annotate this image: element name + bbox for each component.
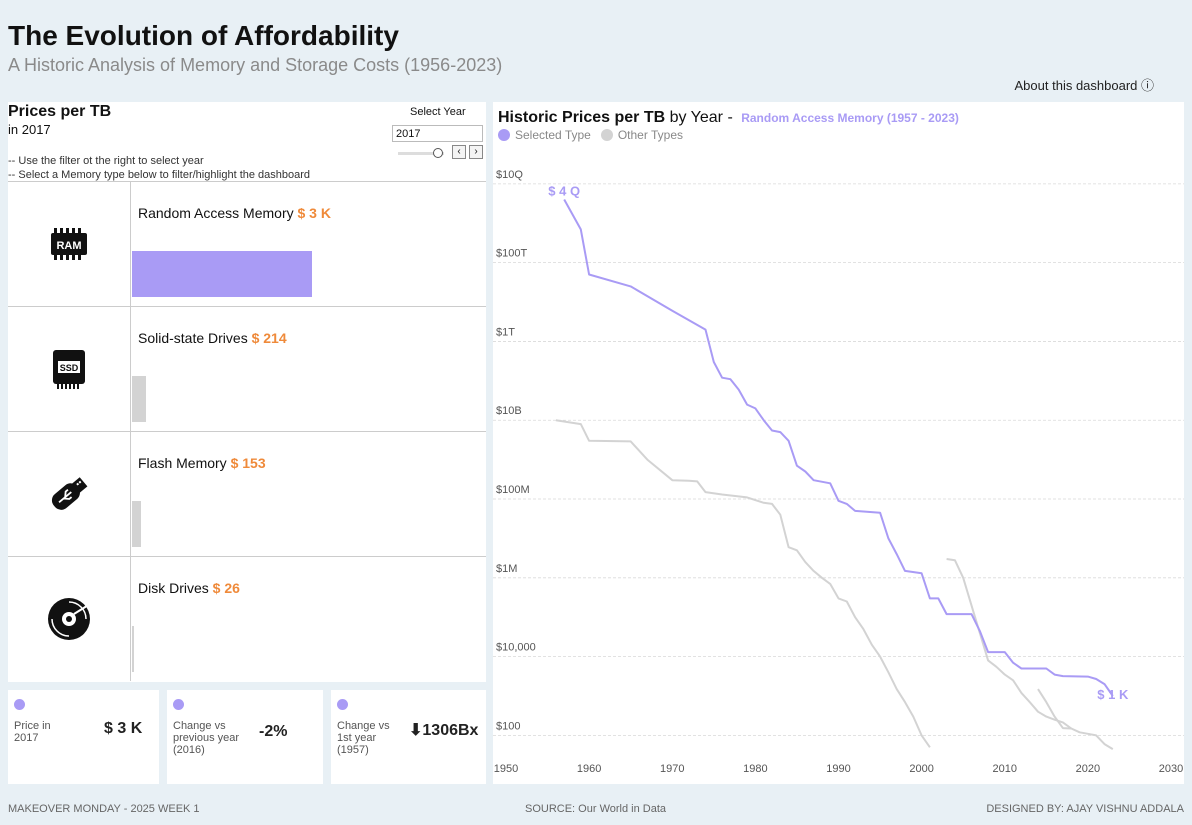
memory-row-label: Solid-state Drives $ 214 [138, 330, 287, 346]
memory-row-flash[interactable]: Flash Memory $ 153 [8, 431, 486, 556]
next-year-button[interactable]: › [469, 145, 483, 159]
kpi-value: ⬇1306Bx [409, 722, 479, 739]
icon-cell: RAM [8, 182, 131, 306]
memory-price: $ 26 [212, 580, 240, 596]
memory-row-ssd[interactable]: SSD Solid-state Drives $ 214 [8, 306, 486, 431]
ssd-icon: SSD [53, 350, 85, 389]
ram-chip-icon: RAM [51, 228, 87, 260]
select-year-label: Select Year [410, 106, 466, 118]
y-tick-label: $10Q [496, 169, 523, 181]
data-label: $ 1 K [1097, 687, 1129, 702]
series-line-random-access-memory [563, 199, 1114, 697]
historic-prices-chart-panel: Historic Prices per TB by Year - Random … [493, 102, 1184, 784]
prices-per-tb-panel: Prices per TB in 2017 Select Year 2017 ‹… [8, 102, 486, 682]
y-tick-label: $100T [496, 248, 527, 260]
y-tick-label: $1M [496, 563, 517, 575]
x-tick-label: 2010 [993, 763, 1017, 775]
y-tick-label: $1T [496, 326, 515, 338]
dashboard-title: The Evolution of Affordability [8, 20, 399, 51]
data-label: $ 4 Q [548, 184, 580, 199]
kpi-value: $ 3 K [104, 720, 143, 737]
legend-label-selected: Selected Type [515, 128, 591, 142]
memory-name: Solid-state Drives [138, 330, 248, 346]
chart-title-bold: Historic Prices per TB [498, 109, 666, 126]
price-bar [132, 376, 146, 422]
kpi-change-first-card: Change vs 1st year (1957) ⬇1306Bx [331, 690, 486, 784]
memory-row-label: Disk Drives $ 26 [138, 580, 240, 596]
icon-cell: SSD [8, 307, 131, 431]
year-slider-handle[interactable] [433, 148, 443, 158]
y-tick-label: $100 [496, 720, 520, 732]
memory-name: Flash Memory [138, 455, 227, 471]
usb-flash-drive-icon [51, 477, 88, 510]
year-slider-track[interactable] [398, 152, 444, 155]
memory-name: Disk Drives [138, 580, 209, 596]
legend-item-other[interactable]: Other Types [600, 128, 683, 142]
footer-makeover: MAKEOVER MONDAY - 2025 WEEK 1 [8, 803, 200, 815]
legend-item-selected[interactable]: Selected Type [498, 128, 591, 142]
panel-subtitle: in 2017 [8, 122, 51, 137]
kpi-dot [173, 699, 184, 710]
kpi-label: Change vs 1st year (1957) [337, 720, 390, 756]
x-tick-label: 1970 [660, 763, 684, 775]
legend-dot-selected [498, 129, 510, 141]
x-tick-label: 2020 [1076, 763, 1100, 775]
legend-label-other: Other Types [617, 128, 683, 142]
kpi-label: Price in 2017 [14, 720, 51, 744]
memory-price: $ 3 K [297, 205, 331, 221]
chart-title: Historic Prices per TB by Year - Random … [498, 109, 959, 127]
chart-title-rest: by Year - [665, 109, 738, 126]
ram-icon-text: RAM [56, 240, 81, 252]
instruction-year-filter: -- Use the filter ot the right to select… [8, 155, 204, 167]
chart-selected-type: Random Access Memory (1957 - 2023) [741, 111, 959, 125]
x-tick-label: 1990 [826, 763, 850, 775]
prev-year-button[interactable]: ‹ [452, 145, 466, 159]
kpi-value: -2% [259, 723, 288, 740]
price-bar [132, 251, 312, 297]
series-line-disk-drives [555, 419, 931, 748]
x-tick-label: 1960 [577, 763, 601, 775]
memory-row-label: Flash Memory $ 153 [138, 455, 266, 471]
footer-source: SOURCE: Our World in Data [525, 803, 667, 815]
price-line-chart: $100 $10,000 $1M $100M $10B $1T $100T $10Q 1950 1… [493, 169, 1184, 775]
kpi-dot [14, 699, 25, 710]
series-line-flash-memory [1037, 688, 1072, 730]
memory-price: $ 153 [230, 455, 266, 471]
x-tick-label: 2000 [909, 763, 933, 775]
dashboard-subtitle: A Historic Analysis of Memory and Storag… [8, 55, 503, 75]
price-bar [132, 626, 134, 672]
footer-designer: DESIGNED BY: AJAY VISHNU ADDALA [986, 803, 1184, 815]
memory-name: Random Access Memory [138, 205, 294, 221]
about-dashboard-link[interactable]: About this dashboard ⓘ [1014, 78, 1154, 93]
x-tick-label: 1980 [743, 763, 767, 775]
year-select-input[interactable]: 2017 [392, 125, 483, 142]
kpi-price-card: Price in 2017 $ 3 K [8, 690, 159, 784]
instruction-memory-filter: -- Select a Memory type below to filter/… [8, 169, 311, 181]
series-line-solid-state-drives [946, 558, 1114, 750]
y-tick-label: $100M [496, 484, 530, 496]
memory-row-disk[interactable]: Disk Drives $ 26 [8, 556, 486, 681]
chart-legend: Selected Type Other Types [498, 128, 693, 142]
x-tick-label: 1950 [494, 763, 518, 775]
icon-cell [8, 557, 131, 681]
disk-icon [48, 598, 91, 640]
legend-dot-other [600, 129, 613, 141]
icon-cell [8, 432, 131, 556]
x-tick-label: 2030 [1159, 763, 1183, 775]
y-tick-label: $10,000 [496, 642, 536, 654]
kpi-change-prev-card: Change vs previous year (2016) -2% [167, 690, 323, 784]
memory-price: $ 214 [251, 330, 287, 346]
kpi-dot [337, 699, 348, 710]
kpi-label: Change vs previous year (2016) [173, 720, 240, 756]
memory-row-label: Random Access Memory $ 3 K [138, 205, 331, 221]
price-bar [132, 501, 141, 547]
y-tick-label: $10B [496, 405, 522, 417]
memory-type-list: RAM Random Access Memory $ 3 K SSD Solid… [8, 181, 486, 681]
ssd-icon-text: SSD [60, 363, 79, 373]
panel-title: Prices per TB [8, 103, 112, 120]
memory-row-ram[interactable]: RAM Random Access Memory $ 3 K [8, 181, 486, 306]
